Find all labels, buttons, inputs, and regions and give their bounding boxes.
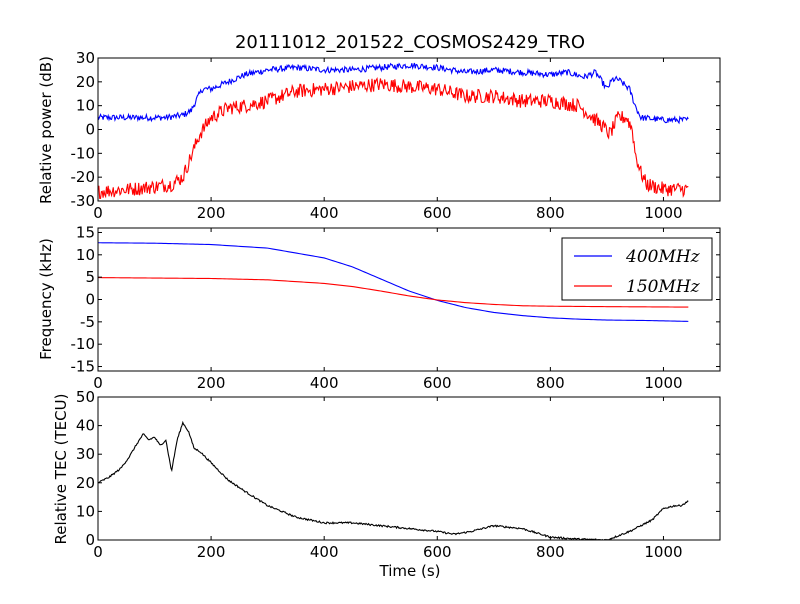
frequency-ylabel: Frequency (kHz) <box>37 238 55 360</box>
frequency-xtick-label: 0 <box>93 374 103 392</box>
power-ytick-label: -30 <box>71 192 96 210</box>
tec-ytick-label: 0 <box>85 531 95 549</box>
power-series-line-0 <box>98 62 689 125</box>
power-xtick-label: 600 <box>423 204 452 222</box>
power-xtick-label: 800 <box>536 204 565 222</box>
tec-xtick-label: 200 <box>197 543 226 561</box>
frequency-xtick-label: 400 <box>310 374 339 392</box>
tec-ytick-label: 20 <box>76 474 95 492</box>
frequency-xtick-label: 800 <box>536 374 565 392</box>
frequency-ytick-label: -5 <box>80 313 95 331</box>
frequency-xtick-label: 600 <box>423 374 452 392</box>
power-series-group <box>98 62 689 200</box>
tec-ytick-label: 30 <box>76 445 95 463</box>
power-ytick-label: -20 <box>71 168 96 186</box>
figure-title: 20111012_201522_COSMOS2429_TRO <box>235 32 585 53</box>
tec-xtick-label: 400 <box>310 543 339 561</box>
power-ytick-label: 20 <box>76 73 95 91</box>
frequency-ytick-label: 5 <box>85 268 95 286</box>
frequency-ytick-label: 10 <box>76 246 95 264</box>
power-xtick-label: 400 <box>310 204 339 222</box>
power-ytick-label: 10 <box>76 97 95 115</box>
power-panel: Relative power (dB) 0 200 400 600 800 1000-30… <box>37 49 721 222</box>
tec-xlabel: Time (s) <box>379 562 441 580</box>
frequency-ytick-label: 15 <box>76 223 95 241</box>
legend-box <box>561 237 713 301</box>
frequency-series-group <box>98 242 689 322</box>
tec-xtick-label: 1000 <box>644 543 682 561</box>
legend-label-400mhz: 400MHz <box>625 247 701 267</box>
frequency-series-line-400mhz <box>98 242 689 322</box>
power-xtick-label: 200 <box>197 204 226 222</box>
frequency-ytick-label: -10 <box>71 335 96 353</box>
frequency-ytick-label: 0 <box>85 291 95 309</box>
tec-ytick-label: 50 <box>76 388 95 406</box>
legend-label-150mhz: 150MHz <box>626 277 701 297</box>
tec-panel: Relative TEC (TECU) Time (s) 0 200 400 600 8… <box>52 388 721 580</box>
tec-ylabel: Relative TEC (TECU) <box>52 394 70 545</box>
power-ytick-label: -10 <box>71 144 96 162</box>
power-ytick-label: 0 <box>85 121 95 139</box>
power-ytick-label: 30 <box>76 49 95 67</box>
tec-ytick-label: 10 <box>76 502 95 520</box>
frequency-xtick-label: 1000 <box>644 374 682 392</box>
tec-series-line-0 <box>98 420 689 540</box>
power-xtick-label: 1000 <box>644 204 682 222</box>
frequency-ytick-label: -15 <box>71 358 96 376</box>
frequency-series-line-150mhz <box>98 277 689 308</box>
frequency-panel: Frequency (kHz) 0 200 400 600 800 1000 -15 -10 -… <box>37 223 721 392</box>
power-xtick-label: 0 <box>93 204 103 222</box>
tec-xtick-label: 600 <box>423 543 452 561</box>
power-series-line-1 <box>98 77 689 200</box>
frequency-xtick-label: 200 <box>197 374 226 392</box>
tec-series-group <box>98 420 689 540</box>
tec-xtick-label: 800 <box>536 543 565 561</box>
tec-ytick-label: 40 <box>76 417 95 435</box>
tec-xtick-label: 0 <box>93 543 103 561</box>
frequency-legend: 400MHz 150MHz <box>561 237 713 301</box>
power-ylabel: Relative power (dB) <box>37 56 55 204</box>
tec-axes-frame <box>97 396 721 541</box>
